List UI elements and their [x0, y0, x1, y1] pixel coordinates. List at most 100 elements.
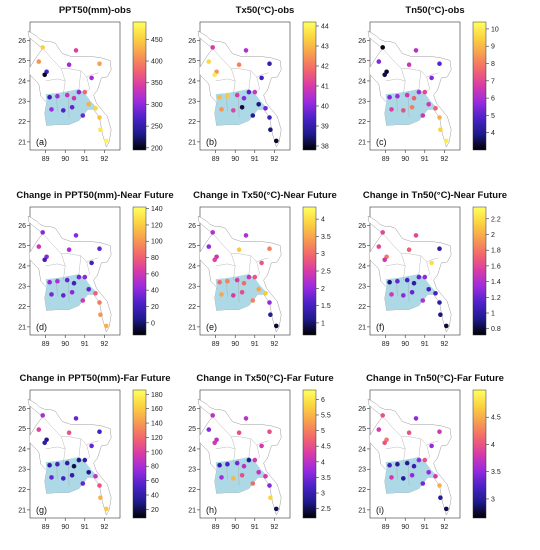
colorbar-tick-label: 400	[151, 59, 163, 66]
station-point	[433, 474, 438, 479]
colorbar-tick-label: 2.5	[321, 506, 331, 513]
x-tick-label: 89	[42, 341, 50, 348]
station-point	[212, 440, 217, 446]
station-point	[97, 300, 102, 305]
station-point	[219, 475, 224, 480]
station-point	[246, 89, 252, 95]
station-point	[250, 298, 256, 303]
station-point	[69, 473, 75, 478]
station-point	[61, 476, 66, 481]
panel-title: Change in Tx50(°C)-Far Future	[196, 373, 333, 384]
division-boundary	[385, 446, 406, 450]
y-tick-label: 25	[358, 243, 366, 250]
colorbar	[302, 206, 317, 336]
station-point	[236, 247, 242, 252]
colorbar-tick-label: 5	[321, 428, 325, 435]
station-point	[411, 280, 417, 286]
colorbar-tick-label: 180	[151, 392, 163, 399]
colorbar-tick-label: 3	[321, 251, 325, 258]
colorbar-tick-label: 4.5	[321, 444, 331, 451]
station-point	[380, 45, 386, 50]
colorbar-tick-label: 6	[491, 96, 495, 103]
panel-title: Change in PPT50(mm)-Near Future	[16, 190, 173, 201]
station-point	[239, 290, 245, 295]
station-point	[389, 292, 394, 297]
station-point	[268, 312, 273, 318]
station-point	[210, 413, 215, 418]
station-point	[93, 291, 98, 296]
station-point	[444, 323, 449, 329]
station-point	[55, 461, 60, 467]
colorbar-tick-label: 140	[151, 206, 163, 213]
station-point	[395, 278, 400, 284]
station-point	[40, 413, 45, 418]
station-point	[234, 277, 240, 283]
station-point	[97, 483, 102, 488]
station-point	[42, 72, 47, 78]
panel-g: Change in PPT50(mm)-Far Future 89 90 91 92 21…	[18, 373, 170, 531]
station-point	[40, 230, 45, 235]
station-point	[239, 105, 245, 110]
station-point	[406, 247, 412, 252]
y-tick-label: 24	[18, 78, 26, 85]
panel-label: (a)	[36, 137, 47, 147]
station-point	[438, 495, 443, 501]
station-point	[420, 298, 426, 303]
panel-label: (b)	[206, 137, 217, 147]
y-tick-label: 22	[358, 487, 366, 494]
station-point	[71, 463, 77, 469]
station-point	[267, 300, 272, 305]
colorbar-tick-label: 39	[321, 124, 329, 131]
station-point	[429, 443, 434, 449]
station-point	[395, 461, 400, 467]
colorbar-tick-label: 4	[321, 217, 325, 224]
station-point	[210, 45, 215, 50]
station-point	[380, 413, 386, 418]
station-point	[438, 312, 443, 318]
division-boundary	[212, 233, 240, 254]
y-tick-label: 25	[18, 426, 26, 433]
station-point	[206, 427, 212, 432]
station-point	[395, 93, 400, 99]
station-point	[231, 108, 236, 113]
division-boundary	[215, 78, 236, 82]
colorbar-tick-label: 120	[151, 435, 163, 442]
y-tick-label: 26	[188, 223, 196, 230]
division-boundary	[382, 48, 410, 69]
division-boundary	[78, 255, 82, 275]
x-tick-label: 90	[231, 156, 239, 163]
colorbar-tick-label: 5	[491, 113, 495, 120]
x-tick-label: 92	[440, 156, 448, 163]
colorbar-tick-label: 2	[321, 286, 325, 293]
station-point	[64, 277, 70, 283]
station-point	[76, 274, 82, 280]
panel-title: Change in Tn50(°C)-Near Future	[363, 190, 507, 201]
x-tick-label: 90	[61, 156, 69, 163]
station-point	[69, 290, 75, 295]
x-tick-label: 90	[401, 341, 409, 348]
division-boundary	[382, 233, 410, 254]
station-point	[389, 475, 394, 480]
station-point	[413, 416, 419, 421]
x-tick-label: 90	[401, 156, 409, 163]
colorbar-tick-label: 0.8	[491, 326, 501, 333]
x-tick-label: 90	[61, 341, 69, 348]
colorbar-tick-label: 4	[491, 442, 495, 449]
station-point	[267, 246, 272, 251]
station-point	[104, 506, 109, 512]
station-point	[217, 279, 222, 285]
y-tick-label: 24	[358, 78, 366, 85]
x-tick-label: 91	[421, 341, 429, 348]
colorbar	[472, 21, 487, 151]
station-point	[387, 279, 392, 285]
station-point	[225, 278, 230, 284]
y-tick-label: 25	[18, 243, 26, 250]
y-tick-label: 26	[188, 38, 196, 45]
x-tick-label: 91	[251, 156, 259, 163]
colorbar-tick-label: 1	[491, 311, 495, 318]
colorbar-tick-label: 2.5	[321, 269, 331, 276]
y-tick-label: 23	[18, 99, 26, 106]
colorbar-tick-label: 1.8	[491, 248, 501, 255]
panel-label: (d)	[36, 322, 47, 332]
station-point	[69, 105, 75, 110]
